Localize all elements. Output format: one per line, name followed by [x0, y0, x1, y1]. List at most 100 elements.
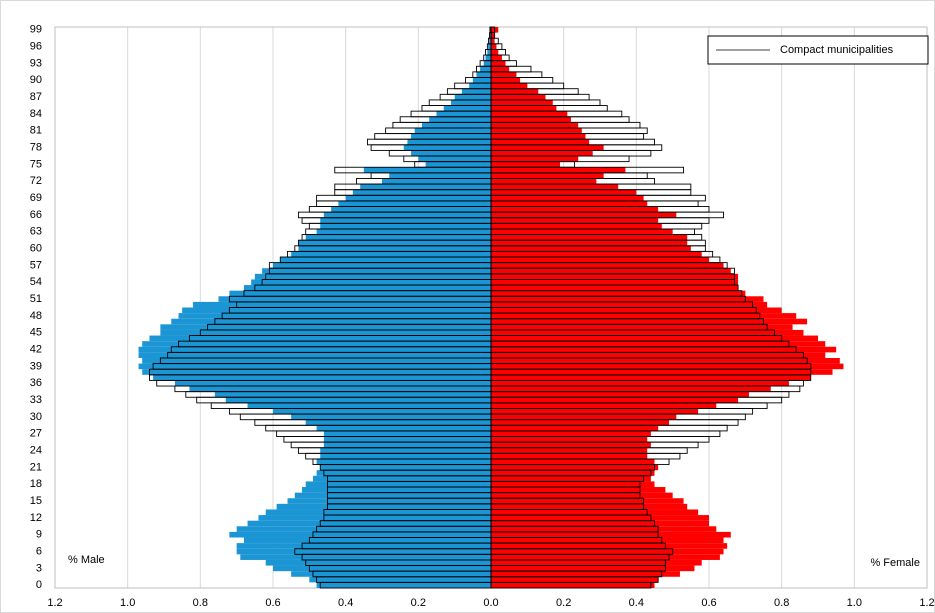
- x-tick-label: 0.8: [193, 597, 208, 609]
- bar: [273, 408, 491, 415]
- bar: [491, 212, 677, 218]
- bar: [236, 543, 491, 549]
- bar: [265, 559, 491, 566]
- y-tick-label: 39: [30, 360, 42, 372]
- bar: [273, 262, 491, 269]
- bar: [491, 571, 680, 577]
- x-tick-label: 1.0: [120, 597, 135, 609]
- bar: [491, 369, 833, 375]
- bar: [491, 262, 724, 269]
- bar: [323, 442, 491, 448]
- bar: [491, 66, 510, 72]
- bar: [229, 290, 491, 297]
- bar: [214, 391, 491, 398]
- y-tick-label: 18: [30, 478, 42, 490]
- bar: [491, 60, 506, 67]
- bar: [273, 565, 491, 572]
- bar: [421, 122, 491, 128]
- bar: [323, 212, 491, 218]
- bar: [491, 83, 528, 89]
- x-tick-label: 0.6: [701, 597, 716, 609]
- bar: [491, 554, 720, 560]
- bar: [491, 279, 739, 286]
- bar: [491, 487, 666, 493]
- bar: [491, 425, 659, 431]
- bar: [491, 307, 782, 314]
- bar: [247, 402, 491, 409]
- bar: [491, 133, 586, 140]
- bar: [443, 105, 491, 112]
- y-tick-label: 99: [30, 24, 42, 36]
- y-tick-label: 45: [30, 327, 42, 339]
- bar: [491, 49, 499, 56]
- bar: [491, 576, 659, 583]
- bar: [218, 296, 491, 302]
- bar: [491, 206, 659, 213]
- bar: [491, 453, 648, 459]
- bar: [491, 127, 582, 134]
- bar: [491, 184, 619, 190]
- bar: [491, 32, 495, 39]
- bar: [491, 537, 724, 544]
- y-tick-label: 96: [30, 41, 42, 53]
- bar: [491, 200, 648, 207]
- bar: [491, 318, 808, 325]
- bar: [291, 414, 491, 420]
- bar: [323, 436, 491, 443]
- bar: [491, 442, 651, 448]
- bar: [407, 139, 491, 145]
- bar: [389, 172, 491, 179]
- bar: [491, 414, 677, 420]
- bar: [491, 436, 648, 443]
- y-tick-label: 12: [30, 512, 42, 524]
- bar: [491, 122, 579, 128]
- bar: [320, 453, 491, 459]
- y-tick-label: 81: [30, 125, 42, 137]
- bar: [491, 492, 673, 499]
- bar: [262, 268, 491, 274]
- bar: [160, 324, 491, 330]
- x-tick-label: 0.2: [556, 597, 571, 609]
- bar: [491, 481, 655, 488]
- bar: [149, 335, 491, 342]
- bar: [316, 458, 491, 465]
- bar: [160, 329, 491, 336]
- bar: [491, 397, 739, 403]
- bar: [491, 144, 604, 151]
- bar: [461, 88, 491, 95]
- y-tick-label: 54: [30, 276, 42, 288]
- bar: [338, 200, 491, 207]
- bar: [491, 402, 717, 409]
- bar: [291, 251, 491, 258]
- x-tick-label: 0.4: [338, 597, 353, 609]
- bar: [480, 66, 491, 72]
- x-tick-label: 0.6: [265, 597, 280, 609]
- bar: [316, 228, 491, 235]
- bar: [254, 273, 491, 280]
- bar: [142, 369, 491, 375]
- bar: [491, 245, 691, 252]
- bar: [491, 391, 749, 398]
- bar: [491, 88, 539, 95]
- bar: [491, 116, 571, 123]
- bar: [291, 571, 491, 577]
- bar: [316, 425, 491, 431]
- y-tick-label: 27: [30, 428, 42, 440]
- bar: [171, 318, 491, 325]
- bar: [225, 397, 491, 403]
- x-tick-label: 0.8: [774, 597, 789, 609]
- bar: [491, 548, 724, 555]
- x-tick-label: 1.0: [847, 597, 862, 609]
- bar: [491, 515, 709, 521]
- bar: [491, 324, 793, 330]
- y-tick-label: 0: [36, 579, 42, 591]
- y-tick-label: 87: [30, 91, 42, 103]
- bar: [236, 526, 491, 532]
- y-tick-label: 42: [30, 343, 42, 355]
- bar: [491, 150, 593, 157]
- bar: [491, 240, 688, 246]
- annotation: % Female: [870, 557, 920, 569]
- bar: [491, 475, 651, 482]
- bar: [491, 234, 688, 241]
- bar: [491, 55, 502, 61]
